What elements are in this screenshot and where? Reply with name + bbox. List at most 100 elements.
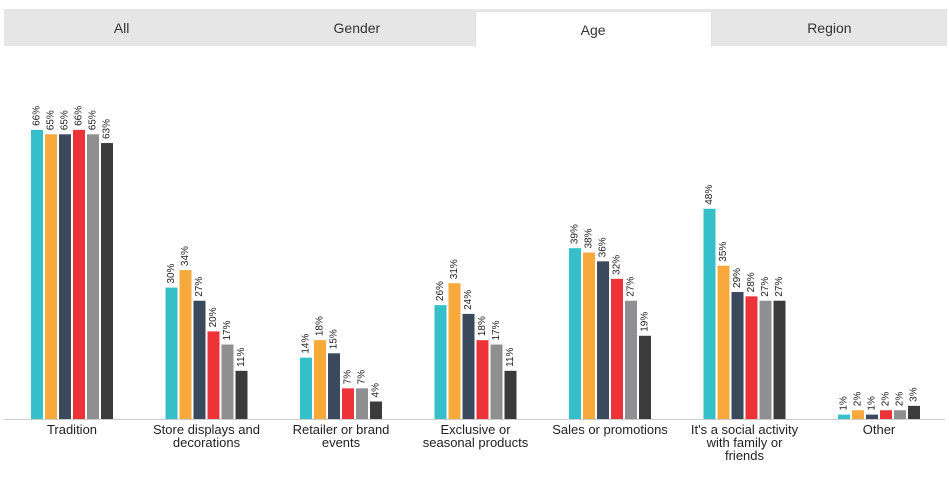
bar — [87, 134, 99, 420]
data-label: 38% — [584, 228, 595, 248]
data-label: 35% — [718, 242, 729, 262]
data-label: 18% — [477, 316, 488, 336]
bar — [504, 370, 517, 419]
data-label: 29% — [732, 268, 743, 288]
data-label: 7% — [357, 370, 368, 385]
bar — [894, 410, 906, 419]
bar — [356, 388, 368, 419]
bar — [73, 129, 85, 420]
bar — [462, 313, 475, 419]
data-label: 65% — [88, 110, 99, 130]
bar — [59, 134, 71, 420]
data-label: 36% — [598, 237, 609, 257]
data-label: 15% — [329, 329, 340, 349]
data-label: 20% — [208, 307, 219, 327]
data-label: 34% — [180, 246, 191, 266]
bar — [866, 414, 878, 419]
tab-gender[interactable]: Gender — [333, 19, 381, 36]
data-label: 30% — [166, 263, 177, 283]
bar — [639, 335, 651, 419]
category-label: Other — [863, 422, 896, 437]
tab-age[interactable]: Age — [474, 11, 712, 47]
bar — [235, 370, 248, 419]
bar — [703, 208, 716, 419]
bar — [300, 357, 312, 419]
data-label: 3% — [909, 387, 920, 402]
data-label: 26% — [435, 281, 446, 301]
data-label: 66% — [74, 106, 85, 126]
bar — [611, 278, 623, 419]
bar — [476, 340, 489, 419]
data-label: 39% — [570, 224, 581, 244]
bar — [852, 410, 864, 419]
data-label: 48% — [704, 185, 715, 205]
bar — [625, 300, 637, 419]
category-label: It's a social activity — [691, 422, 799, 437]
data-label: 2% — [853, 392, 864, 407]
data-label: 18% — [315, 316, 326, 336]
category-label: with family or — [706, 435, 784, 450]
data-label: 11% — [505, 347, 516, 366]
data-label: 63% — [102, 119, 113, 139]
data-label: 31% — [449, 259, 460, 279]
data-label: 2% — [895, 392, 906, 407]
tab-region[interactable]: Region — [807, 19, 852, 36]
data-label: 24% — [463, 290, 474, 310]
data-label: 17% — [491, 320, 502, 340]
data-label: 4% — [371, 383, 382, 398]
bar — [569, 248, 581, 419]
bar — [759, 300, 772, 419]
data-label: 1% — [867, 396, 878, 411]
bar — [880, 410, 892, 419]
bar — [314, 340, 326, 419]
category-label: friends — [725, 448, 765, 463]
tab-all[interactable]: All — [113, 19, 130, 36]
category-label: Exclusive or — [440, 422, 511, 437]
bar — [717, 265, 730, 419]
bar — [370, 401, 382, 419]
bar — [328, 353, 340, 419]
data-label: 2% — [881, 392, 892, 407]
bar — [583, 252, 595, 419]
bar — [45, 134, 57, 420]
bar — [490, 344, 503, 419]
data-label: 65% — [60, 110, 71, 130]
data-label: 1% — [839, 396, 850, 411]
bar — [165, 287, 178, 419]
bar — [773, 300, 786, 419]
category-label: Sales or promotions — [552, 422, 668, 437]
data-label: 27% — [626, 277, 637, 297]
data-label: 66% — [32, 106, 43, 126]
bar — [221, 344, 234, 419]
data-label: 17% — [222, 320, 233, 340]
bar — [597, 261, 609, 419]
bar — [745, 296, 758, 419]
bar — [731, 291, 744, 419]
data-label: 27% — [194, 277, 205, 297]
data-label: 7% — [343, 370, 354, 385]
data-label: 19% — [640, 312, 651, 332]
data-label: 65% — [46, 110, 57, 130]
bar — [207, 331, 220, 419]
category-label: Tradition — [47, 422, 97, 437]
tab-bar: All Gender Age Region — [4, 9, 947, 47]
bar — [434, 305, 447, 419]
data-label: 27% — [774, 277, 785, 297]
bar — [193, 300, 206, 419]
data-label: 27% — [760, 277, 771, 297]
bar — [179, 270, 192, 419]
category-label: Retailer or brand — [293, 422, 390, 437]
bar — [908, 405, 920, 419]
bar — [101, 143, 113, 419]
data-label: 11% — [236, 347, 247, 366]
bar — [31, 129, 43, 420]
category-label: events — [322, 435, 361, 450]
bar — [838, 414, 850, 419]
data-label: 28% — [746, 272, 757, 292]
bar — [342, 388, 354, 419]
bar — [448, 283, 461, 419]
data-label: 14% — [301, 334, 312, 354]
category-label: decorations — [173, 435, 241, 450]
data-label: 32% — [612, 255, 623, 275]
